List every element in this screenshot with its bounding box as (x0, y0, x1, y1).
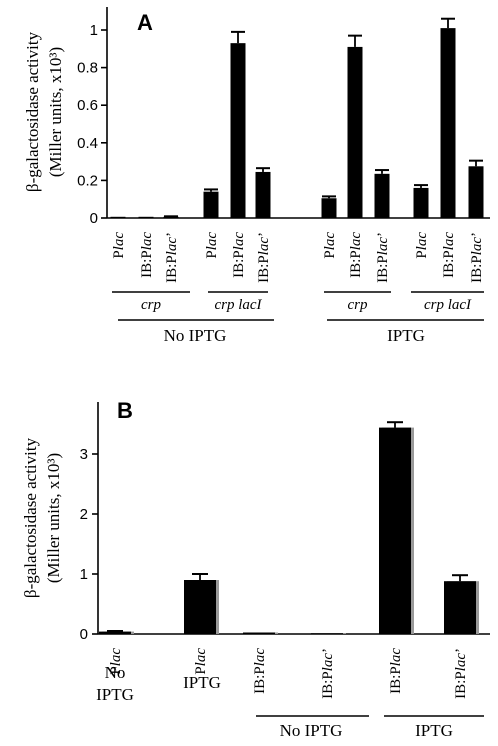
panel-a-error-bar (231, 30, 245, 44)
panel-a-error-bar (164, 215, 178, 218)
panel-a-error-bar (204, 188, 218, 192)
panel-a-error-bar (441, 17, 455, 29)
panel-a-category-label: Plac (414, 232, 430, 259)
panel-a-category-label: IB:Plac (139, 232, 155, 278)
panel-a-y-tick-label: 0.6 (77, 97, 98, 114)
panel-a-strain-label: crp (348, 297, 368, 313)
panel-b-category-label: Plac (108, 648, 124, 675)
panel-b-y-tick-label: 1 (80, 566, 88, 583)
panel-a-bar (110, 216, 126, 218)
panel-a-category-label: Plac (111, 232, 127, 259)
panel-b-category-label: IB:Plac’ (453, 648, 469, 699)
panel-a-strain-label: crp lacI (214, 297, 262, 313)
panel-b-sublabel-iptg-2: IPTG (183, 673, 221, 692)
panel-a-y-tick-label: 0.8 (77, 60, 98, 77)
panel-b-bar (379, 427, 411, 634)
panel-a-bar (255, 171, 271, 218)
panel-a-error-bar (256, 167, 270, 172)
panel-a-category-label: IB:Plac’ (256, 232, 272, 283)
panel-a-error-bar (322, 195, 336, 199)
panel-b-ylabel-line1: β-galactosidase activity (21, 437, 40, 598)
panel-b-error-bar (387, 421, 403, 428)
panel-b-sublabel-iptg-1: IPTG (96, 685, 134, 704)
panel-b-sublabel-no: No (105, 663, 126, 682)
panel-b-condition-label: IPTG (415, 721, 453, 740)
panel-a-strain-label: crp (141, 297, 161, 313)
panel-a-y-tick-label: 1 (90, 22, 98, 39)
panel-b-bar (444, 581, 476, 634)
panel-a-category-label: Plac (322, 232, 338, 259)
panel-b-category-label: IB:Plac’ (320, 648, 336, 699)
panel-b-category-label: Plac (193, 648, 209, 675)
panel-a-bar (440, 28, 456, 219)
panel-a-condition-label: No IPTG (164, 326, 227, 345)
panel-a-error-bar (348, 34, 362, 47)
panel-a-ylabel-line1: β-galactosidase activity (23, 31, 42, 192)
panel-b-bar (311, 633, 343, 634)
panel-a-bar (374, 173, 390, 218)
panel-a-bar (347, 46, 363, 218)
panel-a-category-label: IB:Plac (231, 232, 247, 278)
panel-b-condition-label: No IPTG (280, 721, 343, 740)
panel-a-bar (230, 43, 246, 218)
panel-a-bar (321, 198, 337, 218)
panel-a-bar (203, 191, 219, 218)
panel-a-condition-label: IPTG (387, 326, 425, 345)
panel-a-bar (413, 187, 429, 218)
panel-b-category-label: IB:Plac (388, 648, 404, 694)
panel-a-category-label: IB:Plac’ (469, 232, 485, 283)
panel-a-label: A (137, 10, 153, 35)
panel-b-category-label: IB:Plac (252, 648, 268, 694)
panel-b-y-tick-label: 2 (80, 506, 88, 523)
panel-b-ylabel-line2: (Miller units, x10³) (44, 453, 63, 583)
panel-a-category-label: IB:Plac (441, 232, 457, 278)
panel-b-label: B (117, 398, 133, 423)
panel-a-y-tick-label: 0 (90, 210, 98, 227)
panel-a-y-tick-label: 0.4 (77, 135, 98, 152)
panel-b-y-tick-label: 3 (80, 446, 88, 463)
panel-a-category-label: IB:Plac’ (164, 232, 180, 283)
panel-b-bar (243, 632, 275, 634)
panel-a-bar (138, 216, 154, 218)
panel-a-error-bar (469, 159, 483, 167)
panel-a-error-bar (414, 184, 428, 188)
panel-b-bar (184, 580, 216, 634)
panel-b-error-bar (192, 573, 208, 580)
panel-b-error-bar (107, 630, 123, 632)
panel-a-bar (163, 216, 179, 218)
panel-b-bar (99, 631, 131, 634)
panel-a-y-tick-label: 0.2 (77, 172, 98, 189)
panel-a-category-label: Plac (204, 232, 220, 259)
panel-a-strain-label: crp lacI (424, 297, 472, 313)
panel-b-y-tick-label: 0 (80, 626, 88, 643)
panel-b-error-bar (452, 574, 468, 582)
panel-a-bar (468, 166, 484, 218)
panel-a-category-label: IB:Plac’ (375, 232, 391, 283)
panel-a-error-bar (375, 169, 389, 174)
panel-a-ylabel-line2: (Miller units, x10³) (46, 47, 65, 177)
panel-a-category-label: IB:Plac (348, 232, 364, 278)
